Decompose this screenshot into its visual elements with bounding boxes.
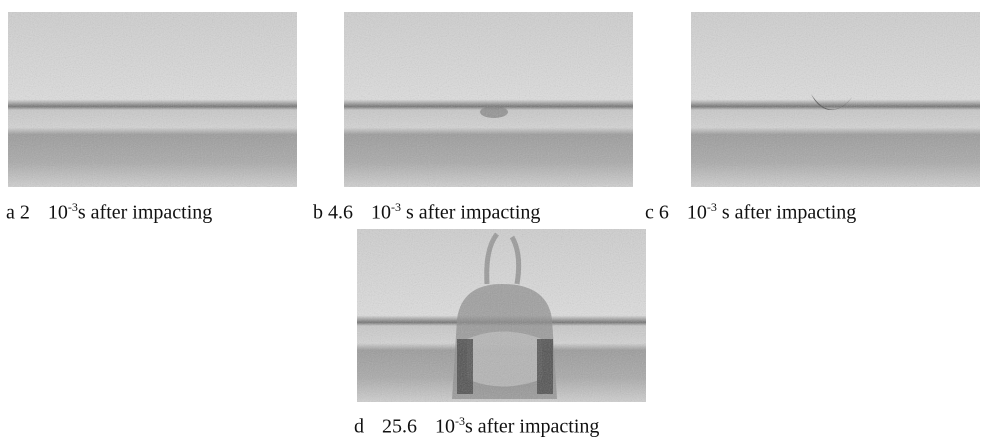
photo (344, 12, 633, 187)
unit: s after impacting (406, 201, 541, 224)
time-value: 4.6 (328, 201, 353, 224)
caption: c 6 10-3 s after impacting (645, 200, 856, 225)
photo (691, 12, 980, 187)
caption: d 25.6 10-3s after impacting (354, 414, 599, 439)
panel-label: c (645, 201, 654, 224)
panel-label: b (313, 201, 323, 224)
base: 10 (686, 201, 707, 224)
time-value: 6 (658, 201, 669, 224)
unit: s after impacting (721, 201, 857, 224)
time-value: 25.6 (382, 415, 417, 438)
caption: b 4.6 10-3 s after impacting (313, 200, 540, 225)
time-value: 2 (19, 201, 30, 224)
unit: s after impacting (465, 415, 600, 438)
panel-label: d (354, 415, 364, 438)
base: 10 (371, 201, 391, 224)
exponent: -3 (455, 414, 465, 428)
exponent: -3 (67, 200, 78, 214)
caption: a 2 10-3s after impacting (6, 200, 212, 225)
photo (8, 12, 297, 187)
unit: s after impacting (77, 201, 213, 224)
photo (357, 229, 646, 402)
exponent: -3 (391, 200, 401, 214)
base: 10 (435, 415, 455, 438)
exponent: -3 (706, 200, 717, 214)
panel-label: a (6, 201, 15, 224)
base: 10 (47, 201, 68, 224)
